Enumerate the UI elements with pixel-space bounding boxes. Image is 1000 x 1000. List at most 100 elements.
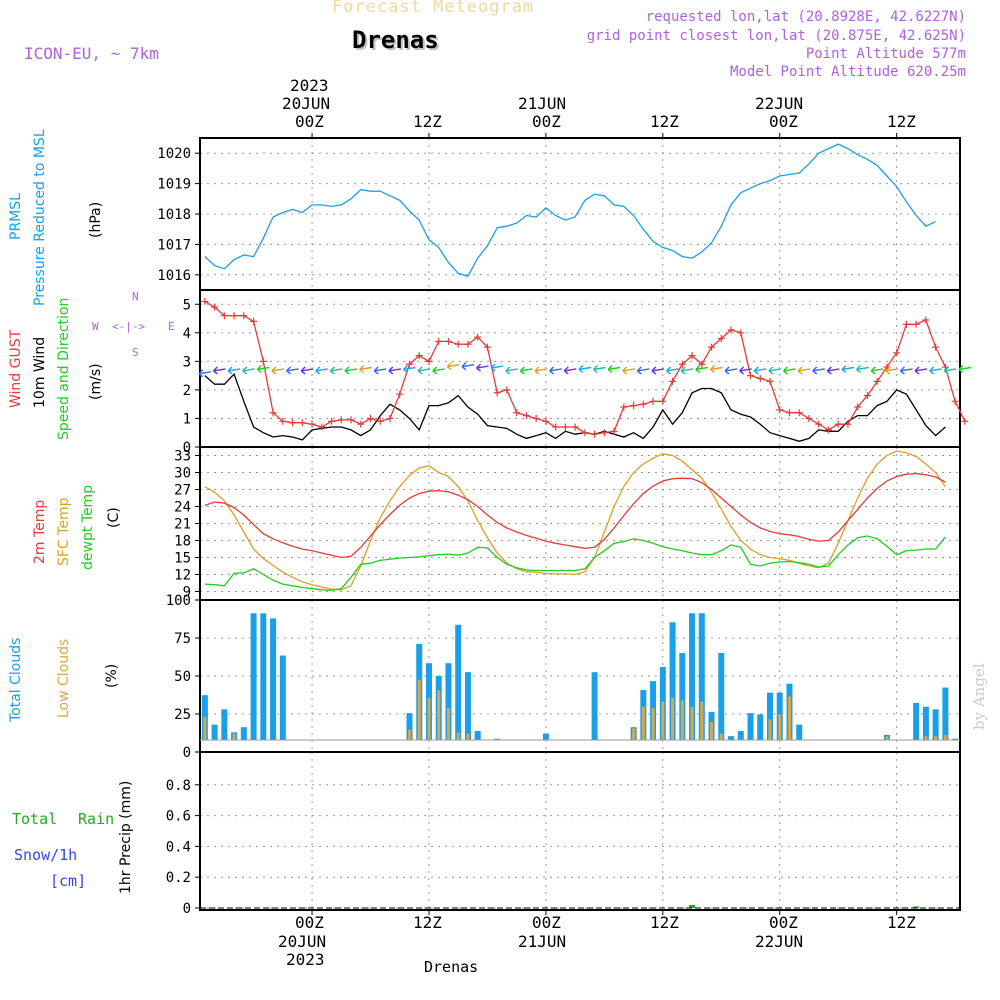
top-year: 2023: [290, 76, 329, 95]
wind-direction-arrow-50: [929, 366, 942, 375]
low-clouds-bar-76: [943, 734, 947, 740]
bottom-time-5: 12Z: [887, 913, 916, 932]
gust-point-2: [220, 312, 228, 320]
gust-point-59: [776, 406, 784, 414]
gust-point-15: [347, 416, 355, 424]
wind-direction-arrow-17: [446, 362, 460, 371]
wind-direction-arrow-13: [388, 366, 401, 375]
low-clouds-bar-27: [466, 733, 470, 740]
gust-point-49: [678, 360, 686, 368]
wind-direction-arrow-9: [329, 366, 343, 375]
gust-point-19: [386, 414, 394, 422]
low-clouds-bar-51: [700, 701, 704, 740]
compass-arrows-icon: <-|->: [112, 320, 146, 333]
low-clouds-bar-0: [203, 716, 207, 740]
total-clouds-bar-2: [221, 709, 228, 740]
gust-point-13: [328, 417, 336, 425]
total-clouds-bar-21: [406, 713, 413, 740]
gust-point-20: [396, 390, 404, 398]
gust-point-41: [600, 429, 608, 437]
gust-point-17: [367, 414, 375, 422]
ytick-label-clouds-4: 100: [166, 593, 191, 609]
total-clouds-bar-40: [591, 672, 598, 740]
series-10m-wind-line: [204, 372, 946, 442]
wind-direction-arrow-48: [899, 366, 913, 375]
top-date-2: 21JUN: [518, 94, 567, 113]
gust-point-14: [337, 416, 345, 424]
total-clouds-bar-76: [942, 687, 949, 740]
wind-direction-arrow-39: [768, 366, 781, 375]
total-clouds-bar-75: [932, 709, 939, 740]
gust-point-32: [513, 409, 521, 417]
total-clouds-bar-51: [698, 613, 705, 740]
rain-bar-0: [689, 904, 696, 908]
gust-point-43: [620, 403, 628, 411]
ytick-label-temperature-4: 21: [174, 517, 191, 533]
top-time-5: 12Z: [887, 112, 916, 131]
gust-point-39: [581, 429, 589, 437]
gust-point-6: [259, 357, 267, 365]
gust-point-56: [747, 372, 755, 380]
ytick-label-temperature-8: 33: [174, 449, 191, 465]
total-clouds-bar-54: [728, 736, 735, 740]
total-clouds-bar-4: [240, 727, 247, 740]
total-clouds-bar-6: [260, 613, 267, 740]
low-clouds-bar-49: [680, 700, 684, 740]
top-time-3: 12Z: [650, 112, 679, 131]
gust-point-62: [805, 414, 813, 422]
ytick-label-clouds-0: 0: [183, 745, 191, 761]
gust-point-35: [542, 417, 550, 425]
gust-point-71: [893, 349, 901, 357]
top-time-4: 00Z: [769, 112, 798, 131]
total-clouds-bar-49: [679, 652, 686, 740]
ytick-label-temperature-0: 9: [183, 585, 191, 601]
top-date-4: 22JUN: [755, 94, 804, 113]
gust-point-34: [532, 414, 540, 422]
wind-direction-arrow-12: [373, 366, 387, 375]
gust-point-53: [717, 335, 725, 343]
total-clouds-bar-55: [737, 731, 744, 740]
wind-compass: N W E S <-|->: [92, 290, 182, 360]
wind-direction-arrow-37: [739, 366, 752, 375]
bottom-time-1: 12Z: [413, 913, 442, 932]
low-clouds-bar-46: [651, 708, 655, 740]
wind-direction-arrow-4: [256, 365, 270, 374]
series-prmsl-line: [204, 143, 936, 278]
gust-point-22: [415, 352, 423, 360]
wind-direction-arrow-26: [578, 365, 591, 374]
wind-direction-arrow-32: [666, 366, 679, 375]
gust-point-37: [561, 423, 569, 431]
total-clouds-bar-25: [445, 663, 452, 740]
low-clouds-bar-59: [778, 714, 782, 740]
bottom-time-0: 00Z: [295, 913, 324, 932]
series-sfc-temp-line: [204, 450, 946, 591]
wind-direction-arrow-3: [242, 366, 255, 375]
ytick-label-temperature-6: 27: [174, 483, 191, 499]
bottom-time-2: 00Z: [532, 913, 561, 932]
gust-point-45: [639, 400, 647, 408]
gust-point-58: [766, 377, 774, 385]
gust-point-31: [503, 386, 511, 394]
wind-direction-arrow-6: [286, 366, 299, 375]
ytick-label-pressure-2: 1018: [157, 207, 191, 223]
gust-point-54: [727, 326, 735, 334]
total-clouds-bar-57: [757, 714, 764, 740]
total-clouds-bar-5: [250, 613, 257, 740]
wind-direction-arrow-36: [724, 366, 738, 375]
low-clouds-bar-23: [427, 697, 431, 740]
gust-point-52: [708, 343, 716, 351]
ytick-label-wind-5: 5: [183, 297, 191, 313]
low-clouds-bar-70: [885, 736, 889, 740]
compass-e: E: [168, 320, 175, 333]
gust-point-75: [932, 343, 940, 351]
model-altitude: Model Point Altitude 620.25m: [729, 64, 966, 80]
gust-point-69: [873, 377, 881, 385]
wind-direction-arrow-8: [315, 366, 328, 375]
gust-point-51: [698, 360, 706, 368]
wind-direction-arrow-40: [782, 366, 796, 375]
gust-point-27: [464, 340, 472, 348]
total-clouds-bar-7: [270, 618, 277, 740]
wind-direction-arrow-21: [505, 366, 518, 375]
wind-direction-arrow-30: [636, 366, 650, 375]
